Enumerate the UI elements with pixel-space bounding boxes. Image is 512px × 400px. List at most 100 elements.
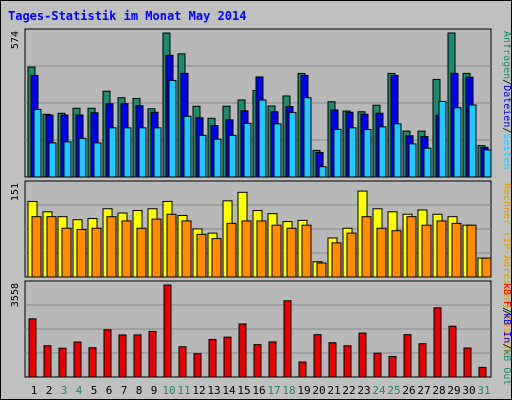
day-label-15: 15 <box>237 384 250 397</box>
bar-seiten-day-18 <box>288 112 297 178</box>
day-label-11: 11 <box>177 384 190 397</box>
bar-besuche-day-10 <box>166 213 177 278</box>
bar-kb-f-day-6 <box>103 329 112 378</box>
bar-seiten-day-21 <box>333 128 342 178</box>
legend-entry-anfragen: Anfragen <box>501 31 511 79</box>
bar-kb-f-day-4 <box>73 341 82 378</box>
day-label-24: 24 <box>372 384 386 397</box>
bar-kb-f-day-24 <box>373 352 382 378</box>
legend-entry-dateien: Dateien <box>501 85 511 127</box>
bar-besuche-day-30 <box>466 224 477 278</box>
bar-kb-f-day-5 <box>88 347 97 378</box>
bar-seiten-day-1 <box>33 109 42 178</box>
bar-seiten-day-26 <box>408 143 417 178</box>
bar-kb-f-day-11 <box>178 346 187 378</box>
day-label-30: 30 <box>462 384 475 397</box>
bar-seiten-day-29 <box>453 107 462 178</box>
bar-kb-f-day-21 <box>328 342 337 378</box>
bar-seiten-day-16 <box>258 99 267 178</box>
bar-besuche-day-15 <box>241 220 252 278</box>
day-label-16: 16 <box>252 384 265 397</box>
bar-besuche-day-14 <box>226 222 237 278</box>
bar-seiten-day-31 <box>483 149 492 178</box>
legend-entry-separator: / <box>501 343 511 349</box>
bar-seiten-day-9 <box>153 127 162 178</box>
day-label-14: 14 <box>222 384 236 397</box>
bar-kb-f-day-25 <box>388 355 397 378</box>
bar-seiten-day-20 <box>318 166 327 178</box>
day-label-21: 21 <box>327 384 340 397</box>
legend-entry-separator: / <box>501 79 511 85</box>
bar-seiten-day-3 <box>63 141 72 178</box>
bar-seiten-day-4 <box>78 137 87 178</box>
bar-seiten-day-19 <box>303 97 312 178</box>
bar-besuche-day-29 <box>451 222 462 278</box>
bar-seiten-day-5 <box>93 142 102 178</box>
day-label-9: 9 <box>151 384 158 397</box>
bar-seiten-day-23 <box>363 129 372 178</box>
bar-kb-f-day-22 <box>343 345 352 378</box>
bar-kb-f-day-7 <box>118 334 127 378</box>
bar-kb-f-day-15 <box>238 323 247 378</box>
bar-besuche-day-28 <box>436 220 447 278</box>
x-axis-day-labels: 1 2 3 4 5 6 7 8 9 10 11 12 13 14 15 16 17 18 19 20 21 22 23 24 2… <box>31 384 491 397</box>
legend-entry-kb-out: kB Out <box>501 349 511 385</box>
bar-besuche-day-26 <box>406 216 417 278</box>
requests-panel: 574 Anfragen/Dateien/Seiten <box>10 28 511 178</box>
bar-besuche-day-24 <box>376 227 387 278</box>
day-label-2: 2 <box>46 384 53 397</box>
bar-kb-f-day-12 <box>193 353 202 378</box>
bar-besuche-day-6 <box>106 216 117 278</box>
traffic-panel: 3558 kB F/kB In/kB Out <box>10 280 511 385</box>
bar-kb-f-day-23 <box>358 332 367 378</box>
legend-entry-separator: / <box>501 307 511 313</box>
legend-entry-kb-f: kB F <box>501 283 511 307</box>
bar-seiten-day-14 <box>228 134 237 178</box>
chart-title: Tages-Statistik im Monat May 2014 <box>8 9 247 23</box>
bar-besuche-day-18 <box>286 227 297 278</box>
bar-kb-f-day-19 <box>298 361 307 378</box>
visitors-panel: 151 Rechner (IP-Adressen)/Besuche <box>10 180 511 358</box>
day-label-25: 25 <box>387 384 400 397</box>
bar-seiten-day-22 <box>348 127 357 178</box>
legend-entry-separator: / <box>501 127 511 133</box>
day-label-29: 29 <box>447 384 460 397</box>
bar-seiten-day-25 <box>393 123 402 178</box>
bar-seiten-day-17 <box>273 123 282 178</box>
bar-kb-f-day-28 <box>433 307 442 378</box>
bar-seiten-day-12 <box>198 134 207 178</box>
day-label-10: 10 <box>162 384 175 397</box>
day-label-4: 4 <box>76 384 83 397</box>
bar-besuche-day-4 <box>76 228 87 278</box>
day-label-12: 12 <box>192 384 205 397</box>
day-label-3: 3 <box>61 384 68 397</box>
bar-seiten-day-13 <box>213 138 222 178</box>
y-max-label: 3558 <box>10 283 21 307</box>
day-label-31: 31 <box>477 384 490 397</box>
bar-besuche-day-3 <box>61 227 72 278</box>
bar-besuche-day-1 <box>31 216 42 278</box>
day-label-6: 6 <box>106 384 113 397</box>
day-label-26: 26 <box>402 384 415 397</box>
bar-kb-f-day-3 <box>58 347 67 378</box>
bar-kb-f-day-1 <box>28 318 37 378</box>
bar-kb-f-day-17 <box>268 341 277 378</box>
bar-besuche-day-7 <box>121 220 132 278</box>
bar-seiten-day-24 <box>378 126 387 178</box>
bar-besuche-day-5 <box>91 227 102 278</box>
bar-kb-f-day-2 <box>43 345 52 378</box>
y-max-label: 151 <box>10 183 21 201</box>
day-label-18: 18 <box>282 384 295 397</box>
bar-kb-f-day-27 <box>418 343 427 378</box>
bar-kb-f-day-18 <box>283 300 292 378</box>
day-label-17: 17 <box>267 384 280 397</box>
day-label-27: 27 <box>417 384 430 397</box>
day-label-28: 28 <box>432 384 445 397</box>
bar-besuche-day-23 <box>361 216 372 278</box>
bar-seiten-day-8 <box>138 127 147 178</box>
bar-kb-f-day-8 <box>133 334 142 378</box>
legend-bottom: kB F/kB In/kB Out <box>501 283 511 385</box>
bar-seiten-day-27 <box>423 147 432 178</box>
